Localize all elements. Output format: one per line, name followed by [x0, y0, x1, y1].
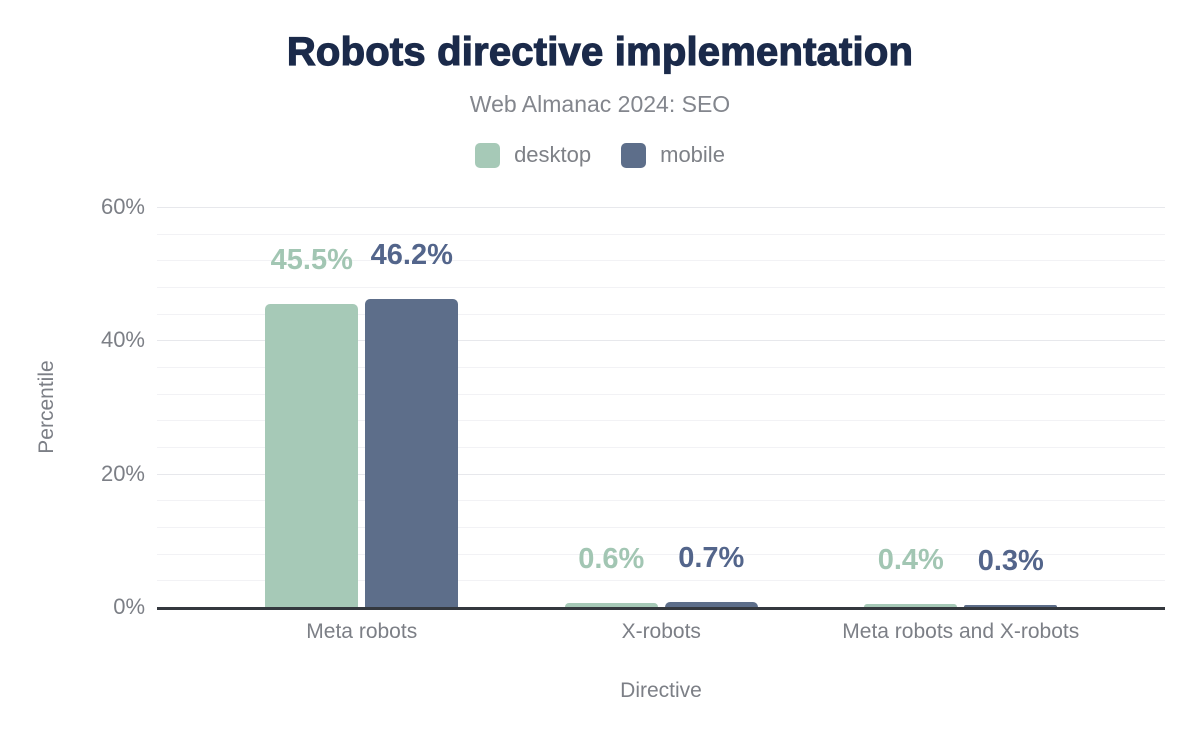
x-axis-title: Directive	[620, 679, 702, 702]
legend-swatch-desktop	[475, 142, 501, 168]
x-category-label: X-robots	[621, 620, 701, 643]
bar-desktop-meta-robots[interactable]	[265, 303, 359, 607]
y-axis-title: Percentile	[35, 360, 58, 454]
value-label-desktop-meta-robots: 45.5%	[270, 243, 353, 276]
bar-mobile-meta-robots-and-x-robots[interactable]	[964, 605, 1058, 607]
value-label-desktop-meta-robots-and-x-robots: 0.4%	[877, 544, 944, 577]
legend-swatch-mobile	[621, 142, 647, 168]
x-category-label: Meta robots and X-robots	[842, 620, 1080, 643]
legend-item-desktop[interactable]: desktop	[475, 142, 591, 168]
minor-gridline	[157, 394, 1165, 395]
minor-gridline	[157, 420, 1165, 421]
minor-gridline	[157, 314, 1165, 315]
bar-desktop-meta-robots-and-x-robots[interactable]	[864, 604, 958, 607]
value-label-desktop-x-robots: 0.6%	[578, 543, 645, 575]
chart-title: Robots directive implementation	[286, 29, 914, 74]
major-gridline	[157, 207, 1165, 208]
minor-gridline	[157, 500, 1165, 501]
x-axis-line	[157, 607, 1165, 610]
minor-gridline	[157, 447, 1165, 448]
bar-mobile-x-robots[interactable]	[664, 602, 758, 607]
minor-gridline	[157, 554, 1165, 555]
legend-label-desktop: desktop	[514, 142, 592, 167]
y-tick-label: 0%	[113, 594, 145, 619]
value-label-mobile-x-robots: 0.7%	[678, 542, 745, 575]
minor-gridline	[157, 260, 1165, 261]
value-label-mobile-meta-robots-and-x-robots: 0.3%	[977, 545, 1044, 577]
value-label-mobile-meta-robots: 46.2%	[370, 239, 453, 271]
legend-item-mobile[interactable]: mobile	[621, 142, 725, 168]
bar-desktop-x-robots[interactable]	[564, 603, 658, 607]
y-tick-label: 20%	[100, 461, 145, 486]
minor-gridline	[157, 580, 1165, 581]
legend: desktop mobile	[0, 142, 1200, 168]
y-tick-label: 40%	[100, 327, 145, 352]
minor-gridline	[157, 527, 1165, 528]
major-gridline	[157, 340, 1165, 341]
legend-label-mobile: mobile	[660, 142, 725, 167]
x-category-label: Meta robots	[306, 620, 418, 643]
y-tick-label: 60%	[100, 194, 145, 219]
chart-subtitle: Web Almanac 2024: SEO	[469, 91, 731, 117]
major-gridline	[157, 474, 1165, 475]
minor-gridline	[157, 234, 1165, 235]
minor-gridline	[157, 367, 1165, 368]
bar-mobile-meta-robots[interactable]	[365, 299, 459, 607]
minor-gridline	[157, 287, 1165, 288]
